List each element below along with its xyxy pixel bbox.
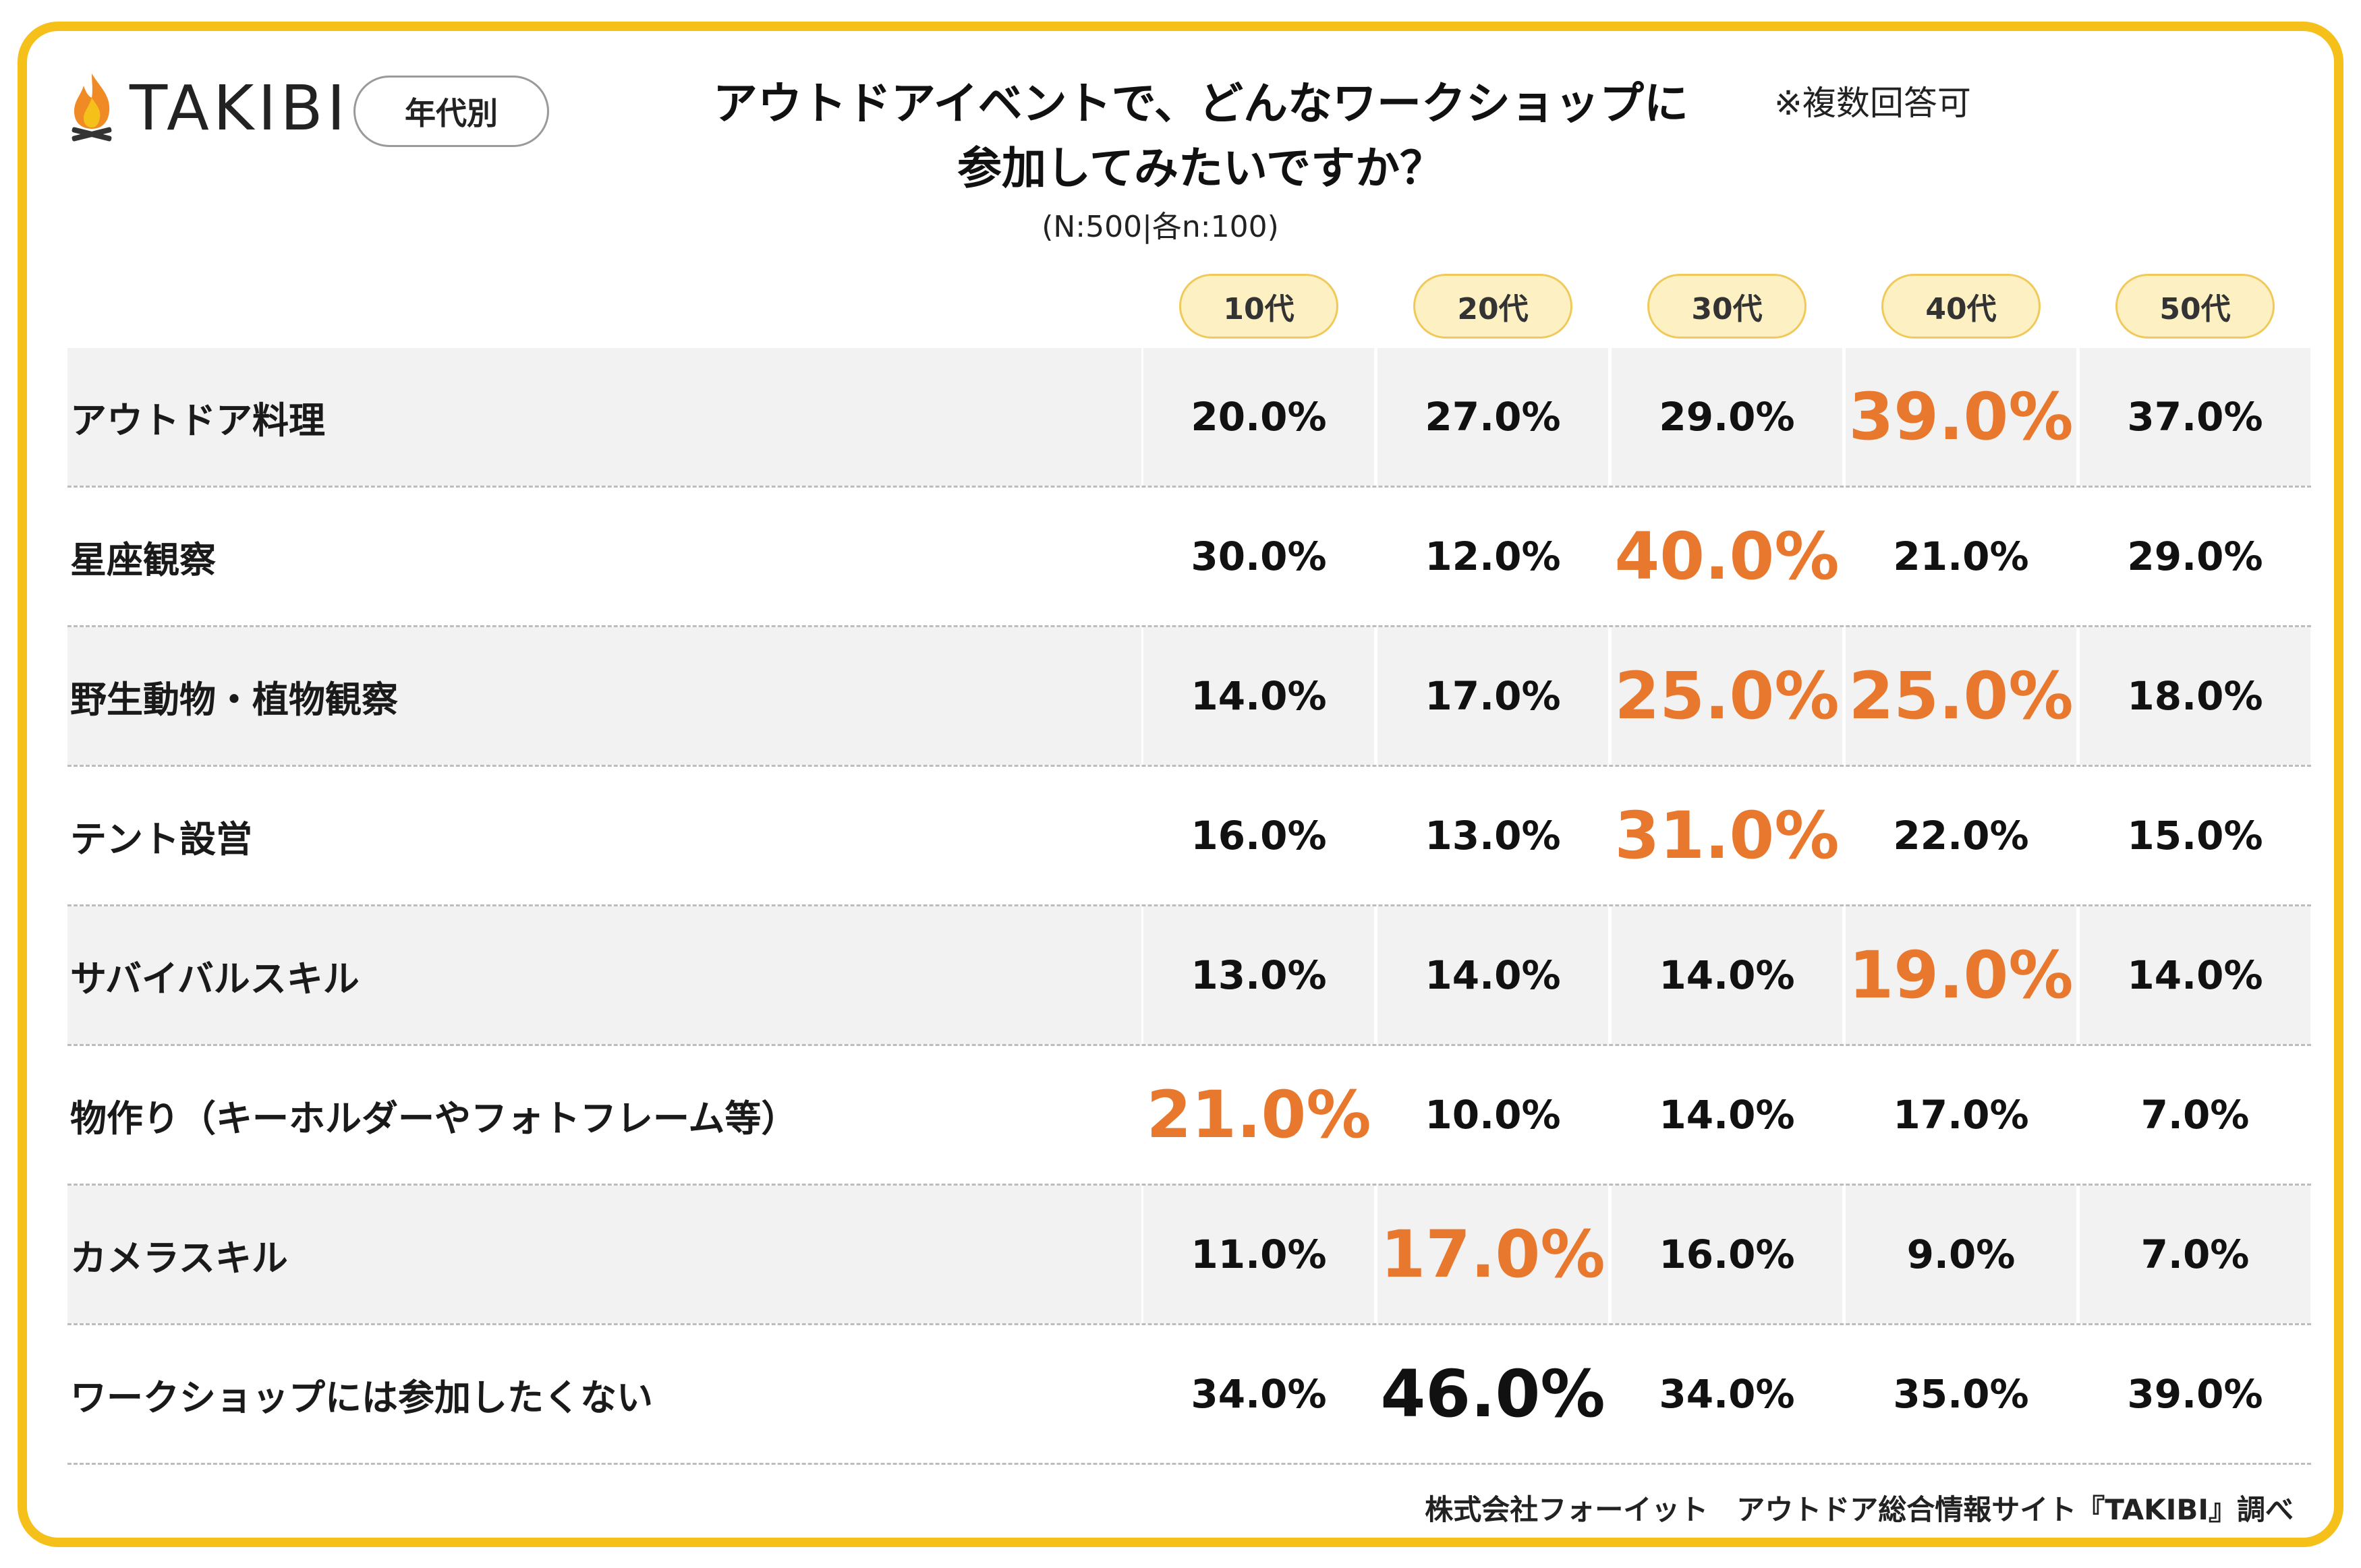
table-row: 物作り（キーホルダーやフォトフレーム等） 21.0% 10.0% 14.0% 17.0%… bbox=[67, 1046, 2311, 1186]
value-cell: 19.0% bbox=[1846, 906, 2076, 1044]
value-cell: 7.0% bbox=[2080, 1186, 2310, 1323]
row-label: カメラスキル bbox=[67, 1186, 1141, 1323]
value-cell: 14.0% bbox=[1143, 627, 1374, 765]
column-header-4: 40代 bbox=[1881, 274, 2041, 339]
value-cell: 27.0% bbox=[1377, 348, 1608, 486]
value-cell: 17.0% bbox=[1377, 627, 1608, 765]
value-cell: 18.0% bbox=[2080, 627, 2310, 765]
value-cell: 14.0% bbox=[1659, 1092, 1795, 1138]
results-table: アウトドア料理 20.0% 27.0% 29.0% 39.0% 37.0% 星座観察 30.0… bbox=[67, 348, 2311, 1465]
value-cell: 37.0% bbox=[2080, 348, 2310, 486]
title-line-1: アウトドアイベントで、どんなワークショップに bbox=[712, 78, 1689, 129]
column-header-3: 30代 bbox=[1647, 274, 1807, 339]
row-label: ワークショップには参加したくない bbox=[70, 1376, 653, 1419]
row-label: アウトドア料理 bbox=[67, 348, 1141, 486]
title-line-2: 参加してみたいですか？ bbox=[957, 142, 1445, 194]
value-cell: 34.0% bbox=[1191, 1371, 1327, 1417]
column-header-2: 20代 bbox=[1413, 274, 1572, 339]
value-cell: 14.0% bbox=[1612, 906, 1842, 1044]
value-cell: 15.0% bbox=[2127, 813, 2263, 859]
campfire-icon bbox=[72, 74, 112, 142]
multi-answer-note: ※複数回答可 bbox=[1774, 84, 1971, 123]
table-row: カメラスキル 11.0% 17.0% 16.0% 9.0% 7.0% bbox=[67, 1186, 2311, 1325]
segment-badge: 年代別 bbox=[353, 76, 549, 147]
value-cell: 39.0% bbox=[1846, 348, 2076, 486]
value-cell: 13.0% bbox=[1425, 813, 1561, 859]
value-cell: 46.0% bbox=[1380, 1356, 1605, 1432]
value-cell: 39.0% bbox=[2127, 1371, 2263, 1417]
column-header-1: 10代 bbox=[1179, 274, 1338, 339]
value-cell: 9.0% bbox=[1846, 1186, 2076, 1323]
table-row: アウトドア料理 20.0% 27.0% 29.0% 39.0% 37.0% bbox=[67, 348, 2311, 488]
value-cell: 35.0% bbox=[1893, 1371, 2029, 1417]
value-cell: 31.0% bbox=[1614, 798, 1840, 873]
value-cell: 7.0% bbox=[2140, 1092, 2250, 1138]
value-cell: 25.0% bbox=[1846, 627, 2076, 765]
value-cell: 16.0% bbox=[1191, 813, 1327, 859]
table-row: 野生動物・植物観察 14.0% 17.0% 25.0% 25.0% 18.0% bbox=[67, 627, 2311, 767]
value-cell: 21.0% bbox=[1893, 533, 2029, 579]
brand-name: TAKIBI bbox=[130, 71, 349, 144]
value-cell: 30.0% bbox=[1191, 533, 1327, 579]
value-cell: 17.0% bbox=[1377, 1186, 1608, 1323]
value-cell: 14.0% bbox=[1377, 906, 1608, 1044]
sample-size-note: (N:500|各n:100) bbox=[1042, 210, 1279, 244]
value-cell: 20.0% bbox=[1143, 348, 1374, 486]
table-row: 星座観察 30.0% 12.0% 40.0% 21.0% 29.0% bbox=[67, 488, 2311, 627]
value-cell: 40.0% bbox=[1614, 519, 1840, 594]
value-cell: 16.0% bbox=[1612, 1186, 1842, 1323]
value-cell: 12.0% bbox=[1425, 533, 1561, 579]
row-label: 星座観察 bbox=[70, 538, 216, 581]
table-row: テント設営 16.0% 13.0% 31.0% 22.0% 15.0% bbox=[67, 767, 2311, 906]
table-row: サバイバルスキル 13.0% 14.0% 14.0% 19.0% 14.0% bbox=[67, 906, 2311, 1046]
value-cell: 10.0% bbox=[1425, 1092, 1561, 1138]
row-label: サバイバルスキル bbox=[67, 906, 1141, 1044]
column-header-5: 50代 bbox=[2115, 274, 2275, 339]
value-cell: 34.0% bbox=[1659, 1371, 1795, 1417]
value-cell: 21.0% bbox=[1146, 1077, 1371, 1153]
value-cell: 25.0% bbox=[1612, 627, 1842, 765]
value-cell: 29.0% bbox=[1612, 348, 1842, 486]
value-cell: 29.0% bbox=[2127, 533, 2263, 579]
source-credit: 株式会社フォーイット アウトドア総合情報サイト『TAKIBI』調べ bbox=[1425, 1493, 2294, 1526]
value-cell: 13.0% bbox=[1143, 906, 1374, 1044]
table-row: ワークショップには参加したくない 34.0% 46.0% 34.0% 35.0% 39.0… bbox=[67, 1325, 2311, 1465]
row-label: 物作り（キーホルダーやフォトフレーム等） bbox=[70, 1097, 798, 1140]
value-cell: 22.0% bbox=[1893, 813, 2029, 859]
chart-title: アウトドアイベントで、どんなワークショップに 参加してみたいですか？ bbox=[594, 71, 1808, 201]
value-cell: 17.0% bbox=[1893, 1092, 2029, 1138]
brand-logo: TAKIBI bbox=[66, 71, 349, 145]
value-cell: 11.0% bbox=[1143, 1186, 1374, 1323]
row-label: 野生動物・植物観察 bbox=[67, 627, 1141, 765]
row-label: テント設営 bbox=[70, 817, 252, 861]
value-cell: 14.0% bbox=[2080, 906, 2310, 1044]
